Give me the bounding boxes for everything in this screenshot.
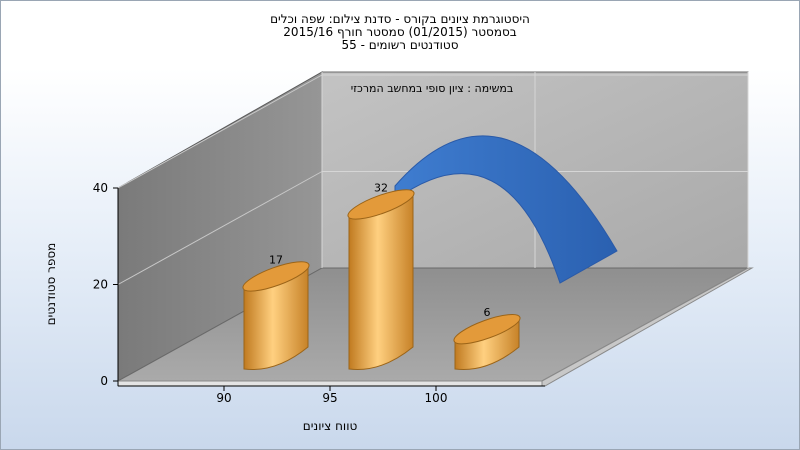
x-tick-label-2: 100 [425, 391, 448, 405]
x-tick-label-0: 90 [216, 391, 231, 405]
gridline-left-2 [117, 74, 323, 189]
gridline-left-1 [117, 171, 323, 285]
chart-title-line-1: היסטוגרמת ציונים בקורס - סדנת צילום: שפה… [270, 12, 530, 26]
x-ticks: 90 95 100 [216, 386, 447, 405]
trend-curve [394, 135, 618, 284]
chart-title-line-2: בסמסטר (01/2015) סמסטר חורף 2015/16 [283, 25, 517, 39]
bar-100: 6 [453, 306, 521, 371]
floor-front-edge [117, 380, 543, 387]
bar-cap-95 [347, 189, 415, 220]
x-axis-label: טווח ציונים [303, 419, 358, 433]
y-axis-label: מספר סטודנטים [44, 243, 58, 326]
bar-body-95 [348, 192, 414, 371]
x-tick-label-1: 95 [322, 391, 337, 405]
y-tick-label-0: 0 [100, 374, 108, 388]
floor-right-edge [541, 267, 754, 387]
bar-value-label-95: 32 [374, 181, 388, 194]
y-ticks: 0 20 40 [93, 181, 118, 388]
bar-90: 17 [242, 253, 310, 371]
chart-title-line-3: סטודנטים רשומים - 55 [341, 38, 459, 52]
chart-subtitle: במשימה : ציון סופי במחשב המרכזי [351, 82, 514, 95]
bar-value-label-100: 6 [484, 306, 491, 319]
y-tick-label-1: 20 [93, 278, 108, 292]
bar-cap-90 [242, 261, 310, 292]
bar-cap-100 [453, 314, 521, 345]
bar-95: 32 [347, 181, 415, 371]
bars: 17 32 6 [242, 181, 521, 371]
bar-body-90 [243, 264, 309, 371]
y-tick-label-2: 40 [93, 181, 108, 195]
bar-value-label-90: 17 [269, 253, 283, 266]
